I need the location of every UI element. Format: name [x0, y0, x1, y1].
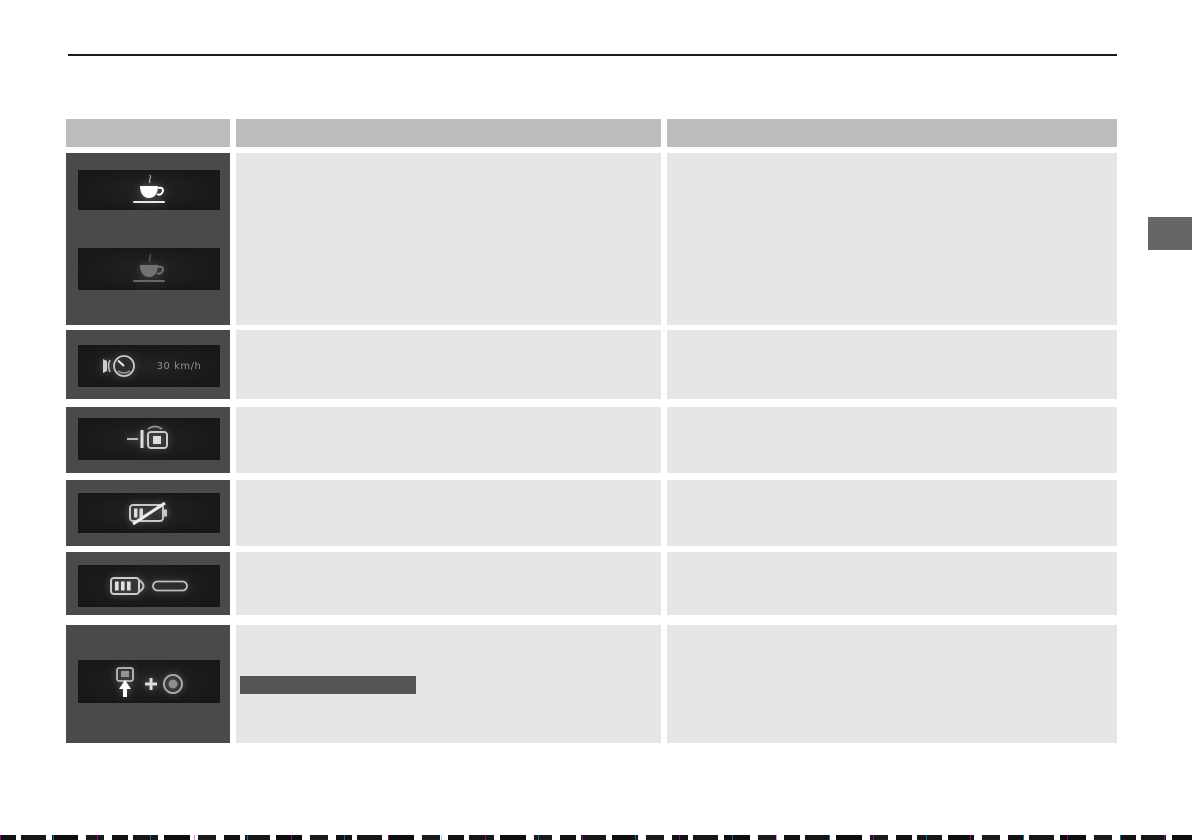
indicator-display: 30 km/h	[78, 345, 220, 387]
speed-limit-value: 30 km/h	[156, 360, 202, 372]
row5-action-cell	[667, 552, 1117, 615]
top-rule	[68, 54, 1117, 56]
row4-condition-cell	[236, 480, 661, 546]
row2-condition-cell	[236, 330, 661, 399]
row3-action-cell	[667, 407, 1117, 473]
page-bottom-artifact-strip	[0, 835, 1192, 840]
speed-limiter-gauge-icon	[102, 355, 135, 377]
row4-action-cell	[667, 480, 1117, 546]
row3-condition-cell	[236, 407, 661, 473]
indicator-display	[78, 418, 220, 460]
table-header-action-col	[667, 119, 1117, 147]
keyless-remote-icon	[127, 425, 168, 449]
row1-condition-cell	[236, 153, 661, 325]
fob-power-button-icon	[116, 666, 183, 697]
row6-action-cell	[667, 625, 1117, 743]
coffee-cup-dim-icon	[133, 253, 165, 282]
table-header-indicator-col	[66, 119, 230, 147]
redacted-label-bar	[240, 676, 416, 694]
indicator-display	[78, 565, 220, 607]
fob-battery-and-coin-cell-icon	[110, 577, 188, 595]
chapter-side-tab	[1148, 217, 1192, 250]
indicator-display	[78, 493, 220, 533]
row1-action-cell	[667, 153, 1117, 325]
indicator-display	[78, 660, 220, 703]
table-header-condition-col	[236, 119, 661, 147]
indicator-display	[78, 248, 220, 290]
coffee-cup-bright-icon	[133, 174, 165, 203]
row5-condition-cell	[236, 552, 661, 615]
remote-battery-crossed-icon	[129, 501, 167, 526]
indicator-display	[78, 170, 220, 210]
row2-action-cell	[667, 330, 1117, 399]
